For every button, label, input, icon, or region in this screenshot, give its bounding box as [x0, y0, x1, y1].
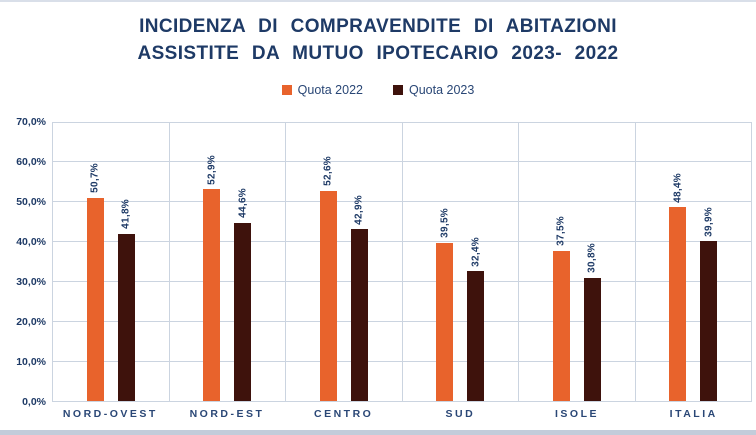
bar-wrap: 48,4%: [669, 123, 687, 401]
bar-group-centro: 52,6% 42,9%: [286, 123, 403, 401]
legend-item-quota-2023: Quota 2023: [393, 83, 474, 97]
bar-wrap: 41,8%: [117, 123, 135, 401]
y-axis: 70,0% 60,0% 50,0% 40,0% 30,0% 20,0% 10,0% 0,0%: [0, 116, 46, 408]
legend-item-quota-2022: Quota 2022: [281, 83, 363, 97]
bar-group-nord-ovest: 50,7% 41,8%: [53, 123, 170, 401]
bar-quota-2022: [669, 207, 687, 401]
legend-label-2022: Quota 2022: [297, 83, 363, 97]
bar-group-sud: 39,5% 32,4%: [403, 123, 519, 401]
bar-quota-2023: [700, 241, 718, 401]
bar-wrap: 30,8%: [583, 123, 601, 401]
x-category-label: CENTRO: [314, 408, 374, 420]
bar-quota-2022: [86, 198, 104, 401]
y-tick-label: 50,0%: [16, 196, 46, 208]
bar-wrap: 52,6%: [319, 123, 337, 401]
y-tick-label: 70,0%: [16, 116, 46, 128]
legend-swatch-2023-icon: [393, 85, 403, 95]
chart-title-line1: INCIDENZA DI COMPRAVENDITE DI ABITAZIONI: [139, 16, 617, 37]
bar-value-label: 48,4%: [672, 172, 684, 203]
bar-value-label: 30,8%: [586, 242, 598, 273]
bar-wrap: 52,9%: [203, 123, 221, 401]
y-tick-label: 60,0%: [16, 156, 46, 168]
x-category-label: ISOLE: [555, 408, 600, 420]
bar-quota-2023: [583, 277, 601, 401]
bar-quota-2022: [319, 190, 337, 401]
bar-quota-2022: [436, 243, 454, 401]
y-tick-label: 0,0%: [22, 396, 46, 408]
bar-quota-2022: [203, 189, 221, 401]
bar-wrap: 39,5%: [436, 123, 454, 401]
y-tick-label: 10,0%: [16, 356, 46, 368]
x-category-label: ITALIA: [669, 408, 718, 420]
chart-title-line2: ASSISTITE DA MUTUO IPOTECARIO 2023- 2022: [137, 43, 619, 64]
bar-quota-2023: [117, 233, 135, 401]
legend-label-2023: Quota 2023: [409, 83, 475, 97]
bar-group-italia: 48,4% 39,9%: [636, 123, 752, 401]
plot-area: 50,7% 41,8% 52,9% 44,6% 52,6% 42,9% 39,5% 32,4%…: [52, 122, 752, 402]
bar-value-label: 42,9%: [353, 194, 365, 225]
bar-value-label: 44,6%: [237, 187, 249, 218]
y-tick-label: 20,0%: [16, 316, 46, 328]
bar-value-label: 37,5%: [555, 216, 567, 246]
x-category-label: SUD: [445, 408, 476, 420]
bottom-border-strip: [0, 430, 756, 435]
bar-wrap: 44,6%: [234, 123, 252, 401]
bar-wrap: 42,9%: [350, 123, 368, 401]
bar-value-label: 32,4%: [470, 236, 482, 267]
bar-quota-2022: [552, 251, 570, 401]
legend: Quota 2022 Quota 2023: [0, 83, 756, 97]
bar-value-label: 52,6%: [322, 155, 334, 186]
bar-quota-2023: [234, 222, 252, 401]
bar-quota-2023: [350, 229, 368, 401]
bar-group-isole: 37,5% 30,8%: [519, 123, 636, 401]
bar-wrap: 32,4%: [467, 123, 485, 401]
bar-value-label: 52,9%: [206, 154, 218, 185]
bar-group-nord-est: 52,9% 44,6%: [170, 123, 286, 401]
bar-wrap: 50,7%: [86, 123, 104, 401]
x-category-label: NORD-EST: [189, 408, 265, 420]
x-category-label: NORD-OVEST: [62, 408, 158, 420]
bar-wrap: 37,5%: [552, 123, 570, 401]
bar-quota-2023: [467, 271, 485, 401]
top-border-strip: [0, 0, 756, 2]
x-axis: NORD-OVEST NORD-EST CENTRO SUD ISOLE ITALIA: [52, 408, 752, 420]
bar-value-label: 39,9%: [703, 206, 715, 237]
chart-title: INCIDENZA DI COMPRAVENDITE DI ABITAZIONI…: [0, 13, 756, 67]
bar-value-label: 50,7%: [89, 163, 101, 194]
bar-value-label: 39,5%: [439, 208, 451, 238]
y-tick-label: 30,0%: [16, 276, 46, 288]
bar-value-label: 41,8%: [120, 198, 132, 229]
legend-swatch-2022-icon: [281, 85, 292, 95]
y-tick-label: 40,0%: [16, 236, 46, 248]
bar-wrap: 39,9%: [700, 123, 718, 401]
